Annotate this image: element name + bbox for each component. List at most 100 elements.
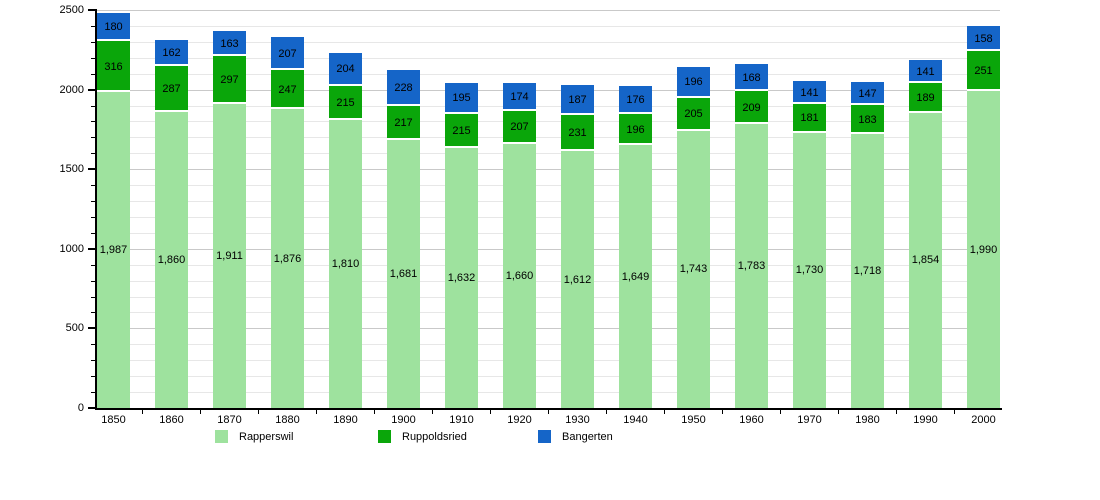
y-tick (88, 407, 96, 409)
bar-segment-rapperswil-1960 (735, 124, 768, 408)
segment-value-label: 205 (684, 108, 703, 121)
y-minor-tick (91, 73, 96, 75)
y-minor-tick (91, 360, 96, 362)
segment-value-label: 1,990 (969, 243, 998, 256)
segment-value-label: 196 (626, 123, 645, 136)
segment-value-label: 217 (394, 117, 413, 130)
bar-segment-rapperswil-1970 (793, 132, 826, 408)
segment-value-label: 181 (800, 112, 819, 125)
y-axis (95, 9, 97, 410)
bar-segment-bangerten-1930 (561, 84, 594, 115)
bar-segment-rapperswil-1950 (677, 130, 710, 408)
segment-value-label: 168 (742, 71, 761, 84)
bar-segment-bangerten-1950 (677, 66, 710, 98)
gridline-minor (97, 280, 1000, 282)
y-minor-tick (91, 137, 96, 139)
segment-value-label: 158 (974, 32, 993, 45)
x-minor-tick (954, 410, 955, 414)
segment-value-label: 231 (568, 126, 587, 139)
segment-value-label: 251 (974, 65, 993, 78)
segment-value-label: 1,660 (505, 269, 534, 282)
legend-label: Rapperswil (239, 431, 294, 443)
segment-value-label: 247 (278, 83, 297, 96)
segment-value-label: 1,743 (679, 263, 708, 276)
bar-segment-rapperswil-1890 (329, 119, 362, 408)
segment-value-label: 316 (104, 60, 123, 73)
gridline-minor (97, 41, 1000, 43)
x-minor-tick (432, 410, 433, 414)
segment-value-label: 176 (626, 94, 645, 107)
bar-segment-ruppoldsried-1850 (97, 41, 130, 92)
gridline-minor (97, 137, 1000, 139)
segment-value-label: 287 (162, 83, 181, 96)
x-tick-label: 1950 (681, 414, 706, 426)
gridline-major (97, 10, 1000, 11)
gridline-major (97, 328, 1000, 330)
x-minor-tick (142, 410, 143, 414)
y-minor-tick (91, 376, 96, 378)
segment-value-label: 1,854 (911, 254, 940, 267)
legend-swatch-rapperswil (215, 430, 228, 443)
x-tick-label: 1880 (275, 414, 300, 426)
gridline-major (97, 169, 1000, 171)
bar-segment-bangerten-1910 (445, 82, 478, 114)
bar-segment-bangerten-1980 (851, 81, 884, 106)
x-tick-label: 1970 (797, 414, 822, 426)
y-tick (88, 247, 96, 250)
bar-segment-ruppoldsried-2000 (967, 51, 1000, 92)
bar-segment-rapperswil-1850 (97, 91, 130, 408)
segment-value-label: 204 (336, 63, 355, 76)
bar-segment-rapperswil-1910 (445, 148, 478, 408)
bar-segment-rapperswil-1980 (851, 134, 884, 408)
segment-value-label: 1,876 (273, 252, 302, 265)
bar-segment-bangerten-1960 (735, 64, 768, 91)
y-minor-tick (91, 41, 96, 43)
segment-value-label: 195 (452, 92, 471, 105)
bar-segment-ruppoldsried-1960 (735, 90, 768, 125)
segment-value-label: 209 (742, 101, 761, 114)
gridline-minor (97, 392, 1000, 394)
segment-value-label: 1,681 (389, 268, 418, 281)
y-minor-tick (91, 201, 96, 203)
legend-label: Bangerten (562, 431, 613, 443)
segment-value-label: 1,810 (331, 257, 360, 270)
y-tick-label: 0 (77, 402, 84, 414)
x-tick-label: 1910 (449, 414, 474, 426)
y-minor-tick (91, 105, 96, 107)
x-tick-label: 1960 (739, 414, 764, 426)
bar-segment-rapperswil-2000 (967, 91, 1000, 408)
segment-value-label: 207 (510, 121, 529, 134)
y-minor-tick (91, 344, 96, 346)
bar-segment-ruppoldsried-1910 (445, 113, 478, 149)
x-minor-tick (548, 410, 549, 414)
y-minor-tick (91, 57, 96, 59)
segment-value-label: 141 (800, 86, 819, 99)
bar-segment-ruppoldsried-1860 (155, 66, 188, 112)
y-minor-tick (91, 392, 96, 394)
segment-value-label: 1,649 (621, 270, 650, 283)
segment-value-label: 196 (684, 76, 703, 89)
x-minor-tick (606, 410, 607, 414)
bar-segment-bangerten-1870 (213, 30, 246, 57)
bar-segment-bangerten-1890 (329, 53, 362, 86)
gridline-minor (97, 344, 1000, 346)
bar-segment-rapperswil-1900 (387, 140, 420, 408)
x-minor-tick (258, 410, 259, 414)
gridline-minor (97, 376, 1000, 378)
x-minor-tick (664, 410, 665, 414)
y-minor-tick (91, 264, 96, 266)
x-minor-tick (780, 410, 781, 414)
bar-segment-ruppoldsried-1990 (909, 82, 942, 113)
y-minor-tick (91, 185, 96, 187)
segment-value-label: 1,612 (563, 273, 592, 286)
segment-value-label: 174 (510, 90, 529, 103)
gridline-major (97, 248, 1000, 250)
gridline-minor (97, 360, 1000, 362)
segment-value-label: 147 (858, 87, 877, 100)
segment-value-label: 215 (336, 96, 355, 109)
bar-segment-bangerten-1940 (619, 86, 652, 115)
segment-value-label: 1,632 (447, 272, 476, 285)
gridline-minor (97, 296, 1000, 298)
x-minor-tick (838, 410, 839, 414)
